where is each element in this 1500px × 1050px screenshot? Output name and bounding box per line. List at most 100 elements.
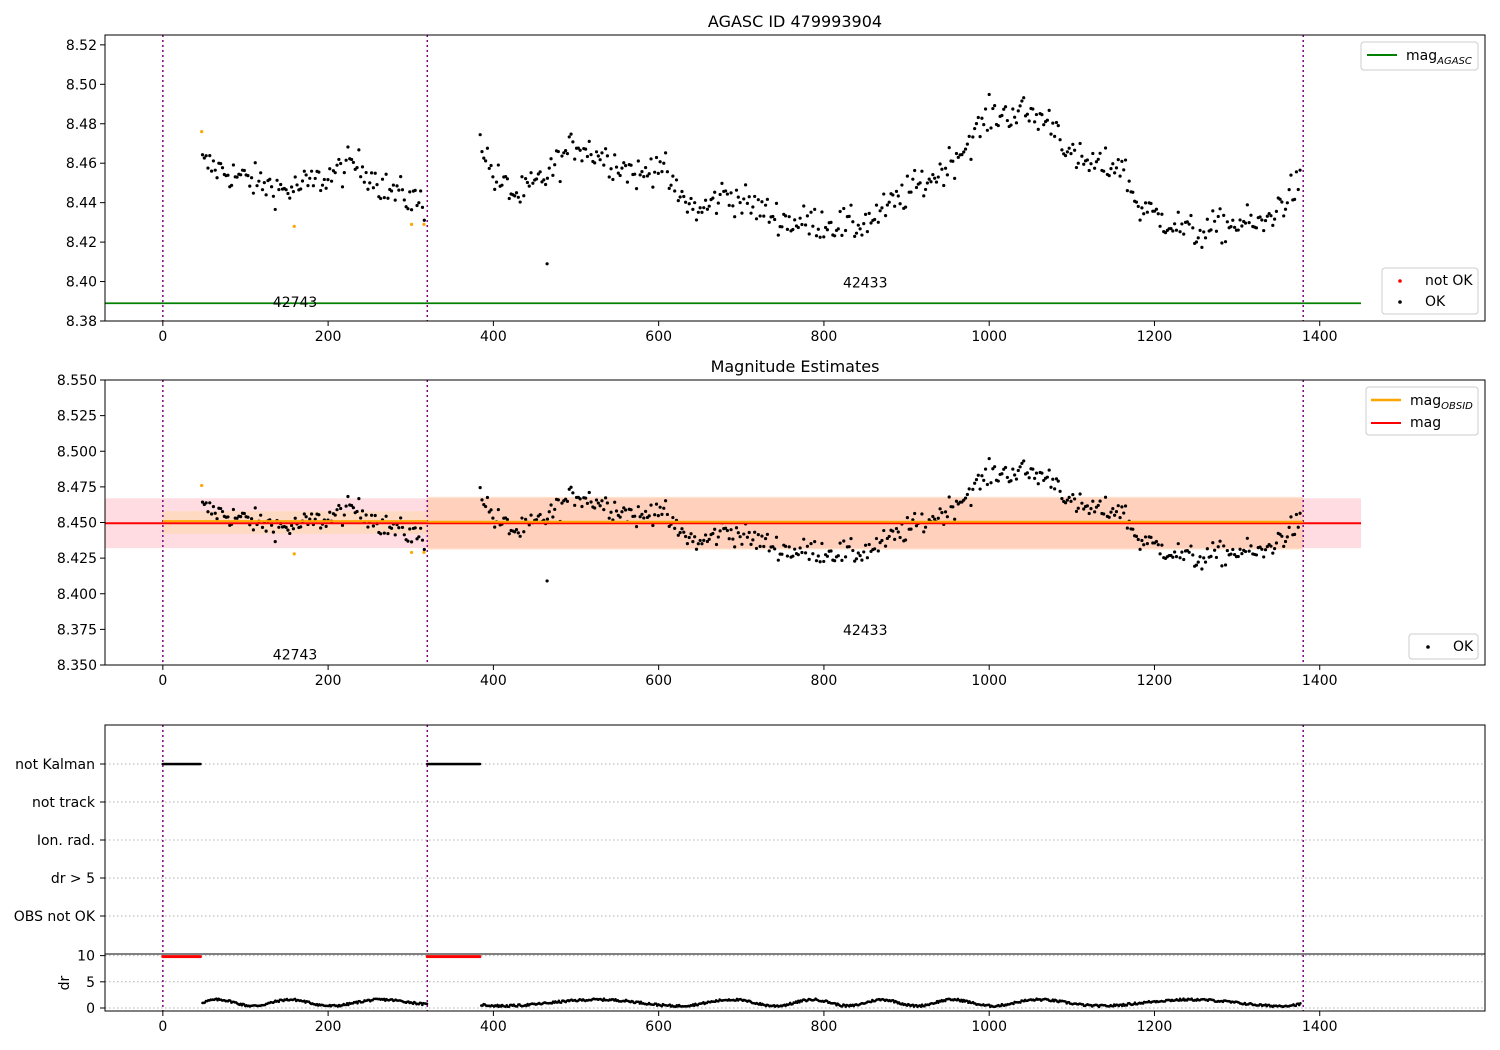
data-point-ok	[1074, 165, 1079, 170]
data-point-ok	[876, 220, 880, 224]
data-point-ok	[980, 116, 984, 120]
data-point-ok	[524, 517, 528, 521]
data-point-ok	[914, 185, 919, 190]
data-point-ok	[894, 526, 899, 531]
data-point-ok	[402, 533, 406, 537]
data-point-ok	[713, 527, 717, 531]
data-point-ok	[985, 128, 989, 132]
data-point-ok	[480, 498, 484, 502]
data-point-ok	[833, 234, 837, 238]
data-point-ok	[922, 530, 926, 534]
data-point-ok	[978, 487, 982, 491]
data-point-ok	[573, 157, 577, 161]
data-point-ok	[825, 228, 829, 232]
data-point-ok	[204, 501, 208, 505]
obsid-label: 42433	[843, 275, 888, 291]
dr-marker	[869, 1000, 873, 1004]
data-point-ok	[993, 465, 997, 469]
data-point-ok	[1042, 478, 1046, 483]
data-point-ok	[1009, 123, 1013, 127]
data-point-ok	[725, 528, 730, 533]
data-point-ok	[235, 516, 239, 520]
data-point-ok	[1071, 142, 1075, 146]
y-tick-label: 8.450	[57, 516, 97, 532]
data-point-ok	[569, 485, 573, 489]
data-point-ok	[1056, 124, 1060, 128]
data-point-ok	[705, 207, 710, 211]
data-point-ok	[940, 167, 944, 171]
data-point-ok	[525, 180, 530, 185]
data-point-ok	[963, 147, 968, 151]
data-point-ok	[200, 500, 205, 504]
data-point-ok	[1247, 549, 1251, 553]
legend-swatch-not-ok	[1398, 279, 1402, 283]
data-point-ok	[1143, 201, 1148, 205]
data-point-ok	[1058, 138, 1062, 142]
data-point-ok	[333, 513, 337, 517]
data-point-ok	[753, 530, 757, 534]
data-point-ok	[1271, 551, 1275, 555]
data-point-ok	[578, 148, 582, 152]
data-point-ok	[1013, 473, 1017, 477]
x-tick-label: 600	[645, 1019, 672, 1035]
data-point-ok	[1131, 527, 1135, 531]
data-point-ok	[1091, 499, 1095, 503]
data-point-ok	[299, 187, 303, 191]
data-point-ok	[496, 507, 500, 512]
data-point-ok	[1025, 112, 1029, 116]
data-point-ok	[520, 175, 524, 179]
data-point-ok	[927, 177, 931, 181]
data-point-ok	[1254, 553, 1259, 557]
data-point-ok	[923, 525, 928, 529]
dr-tick-label: 0	[86, 1001, 95, 1017]
data-point-ok	[971, 487, 975, 491]
data-point-ok	[1154, 207, 1159, 211]
data-point-ok	[200, 153, 205, 157]
data-point-ok	[1236, 554, 1240, 559]
data-point-ok	[647, 172, 651, 176]
data-point-ok	[945, 173, 949, 177]
data-point-ok	[275, 178, 279, 182]
data-point-ok	[1283, 207, 1288, 211]
data-point-ok	[359, 175, 363, 179]
data-point-ok	[480, 150, 484, 154]
data-point-ok	[417, 535, 421, 539]
data-point-ok	[329, 179, 334, 183]
data-point-ok	[518, 200, 522, 204]
data-point-ok	[1011, 107, 1015, 111]
data-point-ok	[676, 198, 680, 203]
data-point-ok	[643, 165, 648, 170]
data-point-ok	[734, 188, 739, 192]
data-point-ok	[1078, 141, 1082, 146]
data-point-ok	[762, 544, 766, 549]
data-point-ok	[1136, 537, 1140, 542]
data-point-ok	[1109, 510, 1113, 514]
data-point-ok	[560, 501, 564, 505]
y-tick-label: 8.475	[57, 480, 97, 496]
data-point-ok	[798, 216, 802, 220]
data-point-ok	[642, 516, 646, 520]
data-point-ok	[874, 203, 879, 207]
data-point-ok	[598, 504, 602, 508]
data-point-ok	[340, 523, 345, 527]
data-point-ok	[1229, 552, 1233, 556]
dr-marker	[919, 1005, 923, 1008]
data-point-ok	[609, 167, 613, 171]
data-point-ok	[802, 204, 806, 208]
data-point-ok	[337, 157, 341, 162]
data-point-ok	[1109, 167, 1113, 171]
data-point-ok	[1218, 207, 1222, 211]
flag-marker	[478, 762, 482, 766]
data-point-ok	[969, 157, 973, 161]
data-point-ok	[1140, 206, 1144, 210]
data-point-ok	[682, 530, 686, 534]
data-point-ok	[1149, 535, 1153, 539]
data-point-ok	[956, 155, 960, 159]
data-point-ok	[1233, 225, 1237, 229]
data-point-ok	[678, 531, 682, 535]
data-point-ok	[814, 234, 819, 238]
data-point-ok	[842, 539, 846, 543]
data-point-ok	[818, 560, 822, 564]
data-point-ok	[753, 194, 757, 199]
data-point-ok	[208, 501, 212, 505]
